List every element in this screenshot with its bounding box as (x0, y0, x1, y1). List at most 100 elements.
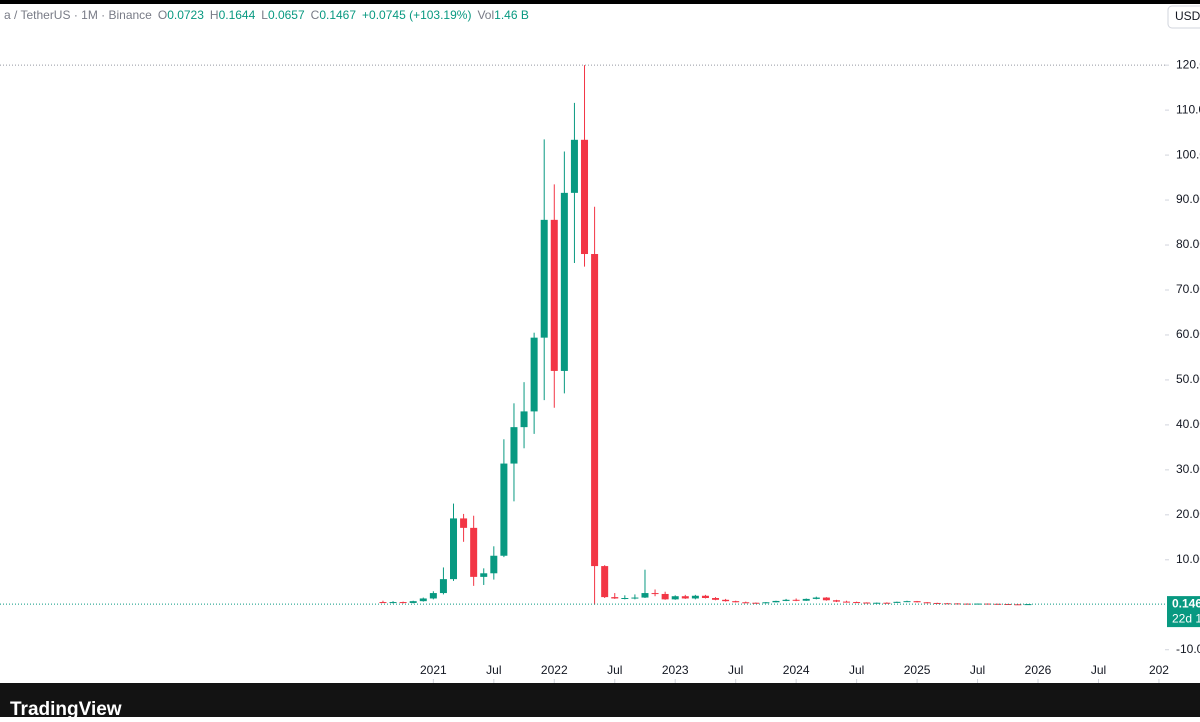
candle-body (843, 601, 851, 603)
candle-body (913, 601, 921, 603)
candle-body (439, 579, 447, 594)
candle-body (782, 599, 790, 601)
candle-body (1014, 604, 1022, 606)
x-tick-label: 202 (1149, 663, 1169, 677)
y-tick-label: 50.00 (1176, 372, 1200, 386)
y-tick-label: 40.00 (1176, 417, 1200, 431)
candle-body (1024, 604, 1032, 606)
x-tick-label: 2022 (541, 663, 568, 677)
candle-body (681, 596, 689, 599)
y-tick-label: 60.00 (1176, 327, 1200, 341)
candle-body (1004, 603, 1012, 605)
candle-body (752, 602, 760, 604)
legend-key: H (210, 8, 219, 22)
y-tick-label: 110.00 (1176, 102, 1200, 116)
x-tick-label: Jul (486, 663, 501, 677)
x-tick-label: 2021 (420, 663, 447, 677)
candle-body (399, 602, 407, 604)
candle-body (691, 595, 699, 599)
candle-body (480, 573, 488, 577)
countdown: 22d 1 (1172, 611, 1200, 625)
price-label-box (1167, 596, 1200, 628)
candle-body (500, 463, 508, 556)
candle-body (379, 602, 387, 604)
candle-body (863, 602, 871, 604)
candle-body (419, 598, 427, 602)
candle-body (762, 602, 770, 604)
y-tick-label: 20.00 (1176, 507, 1200, 521)
x-tick-label: 2026 (1025, 663, 1052, 677)
candle-body (832, 600, 840, 602)
x-tick-label: 2023 (662, 663, 689, 677)
volume: 1.46 B (494, 8, 529, 22)
candle-body (893, 601, 901, 603)
change: +0.0745 (+103.19%) (362, 8, 471, 22)
x-tick-label: 2024 (783, 663, 810, 677)
candle-body (651, 593, 659, 595)
candle-body (510, 427, 518, 464)
legend: a / TetherUS · 1M · Binance O0.0723 H0.164… (4, 8, 529, 22)
candle-body (520, 411, 528, 428)
candle-body (601, 566, 609, 598)
candle-body (822, 597, 830, 601)
candle-body (591, 254, 599, 567)
candle-body (641, 593, 649, 598)
candle-body (974, 603, 982, 605)
candle-body (943, 603, 951, 605)
price-label: 0.146 (1172, 596, 1200, 610)
legend-key: Vol (477, 8, 494, 22)
legend-value: 0.1644 (219, 8, 256, 22)
top-bar (0, 0, 1200, 4)
x-tick-label: Jul (1091, 663, 1106, 677)
candle-body (742, 602, 750, 604)
candle-body (883, 602, 891, 604)
candle-body (853, 602, 861, 604)
candle-body (429, 593, 437, 599)
candle-body (490, 555, 498, 574)
y-tick-label: 100.00 (1176, 147, 1200, 161)
legend-text: a / TetherUS · 1M · Binance O0.0723 H0.164… (4, 8, 529, 22)
candle-body (409, 601, 417, 603)
candle-body (701, 595, 709, 599)
y-tick-label: 10.00 (1176, 552, 1200, 566)
candle-body (621, 598, 629, 600)
brand: TradingView (10, 699, 122, 717)
x-tick-label: 2025 (904, 663, 931, 677)
candle-body (540, 219, 548, 338)
candle-body (550, 219, 558, 371)
y-tick-label: -10.0 (1176, 642, 1200, 656)
footer-bar (0, 683, 1200, 717)
candle-body (903, 601, 911, 603)
candle-body (712, 598, 720, 600)
x-tick-label: Jul (607, 663, 622, 677)
legend-key: O (158, 8, 167, 22)
candle-body (933, 602, 941, 604)
y-tick-label: 90.00 (1176, 192, 1200, 206)
candle-body (570, 139, 578, 193)
candle-body (722, 599, 730, 602)
candle-body (460, 518, 468, 528)
y-tick-label: 120.0 (1176, 57, 1200, 71)
candle-body (581, 139, 589, 255)
candle-body (792, 599, 800, 601)
candle-body (530, 337, 538, 412)
candle-body (631, 597, 639, 599)
candle-body (812, 597, 820, 599)
candle-body (560, 192, 568, 371)
candle-body (611, 597, 619, 599)
symbol: a / TetherUS · 1M · Binance (4, 8, 152, 22)
legend-key: L (261, 8, 268, 22)
y-tick-label: 80.00 (1176, 237, 1200, 251)
candle-body (873, 602, 881, 604)
x-tick-label: Jul (849, 663, 864, 677)
candle-body (963, 603, 971, 605)
y-tick-label: 70.00 (1176, 282, 1200, 296)
y-tick-label: 30.00 (1176, 462, 1200, 476)
currency-button[interactable] (1167, 5, 1200, 29)
candle-body (802, 598, 810, 601)
candle-body (389, 602, 397, 604)
candle-body (450, 518, 458, 580)
candle-body (994, 603, 1002, 605)
